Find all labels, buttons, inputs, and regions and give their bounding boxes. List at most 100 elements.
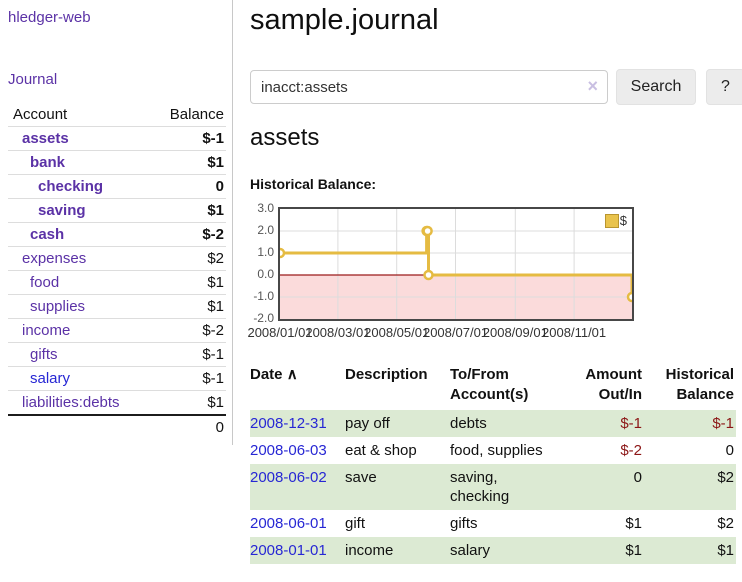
- search-input[interactable]: [250, 70, 608, 104]
- account-name-cell: income: [8, 318, 149, 343]
- y-axis-tick-label: 3.0: [257, 201, 274, 215]
- sidebar: hledger-web Journal Account Balance asse…: [0, 0, 233, 445]
- sidebar-account-link-assets[interactable]: assets: [22, 130, 69, 147]
- sidebar-account-row: income $-2: [8, 318, 226, 343]
- register-row: 2008-01-01 income salary $1 $1: [250, 537, 736, 564]
- sidebar-account-row: supplies $1: [8, 294, 226, 319]
- register-date-cell: 2008-12-31: [250, 410, 345, 437]
- register-row: 2008-06-02 save saving, checking 0 $2: [250, 464, 736, 510]
- sidebar-account-link-bank[interactable]: bank: [30, 154, 66, 171]
- accounts-total-value: 0: [148, 414, 226, 439]
- register-header-accounts: To/From Account(s): [450, 366, 529, 403]
- main-content: sample.journal × Search ? assets Histori…: [247, 0, 742, 582]
- register-accounts-cell: salary: [450, 542, 491, 559]
- sidebar-account-link-expenses[interactable]: expenses: [22, 250, 87, 267]
- x-axis-tick-label: 2008/05/01: [364, 325, 430, 340]
- sidebar-account-balance: $-1: [148, 342, 226, 367]
- accounts-header-account: Account: [8, 103, 149, 127]
- accounts-header-balance: Balance: [148, 103, 226, 127]
- account-name-cell: liabilities:debts: [8, 390, 149, 416]
- x-axis-tick-label: 2008/07/01: [422, 325, 489, 340]
- sidebar-account-link-supplies[interactable]: supplies: [30, 298, 86, 315]
- transaction-date-link[interactable]: 2008-06-01: [250, 515, 327, 532]
- sidebar-account-balance: $1: [148, 198, 226, 223]
- y-axis-tick-label: -1.0: [253, 289, 274, 303]
- register-description-cell: save: [345, 469, 377, 486]
- sidebar-account-balance: $1: [148, 294, 226, 319]
- register-row: 2008-06-03 eat & shop food, supplies $-2 0: [250, 437, 736, 464]
- register-date-cell: 2008-01-01: [250, 537, 345, 564]
- register-row: 2008-06-01 gift gifts $1 $2: [250, 510, 736, 537]
- sidebar-account-row: bank $1: [8, 150, 226, 175]
- register-header-balance: Historical Balance: [665, 366, 734, 403]
- register-accounts-cell: gifts: [450, 515, 478, 532]
- register-accounts-cell: saving, checking: [450, 469, 510, 505]
- account-name-cell: gifts: [8, 342, 149, 367]
- chart-svg: [280, 209, 632, 319]
- sidebar-account-row: checking 0: [8, 174, 226, 199]
- sidebar-account-balance: $1: [148, 390, 226, 416]
- register-date-cell: 2008-06-03: [250, 437, 345, 464]
- register-balance-cell: $2: [717, 515, 734, 532]
- account-heading: assets: [250, 124, 320, 151]
- transaction-date-link[interactable]: 2008-01-01: [250, 542, 327, 559]
- register-amount-cell: $-2: [620, 442, 642, 459]
- chart-plot-area: $: [278, 207, 634, 321]
- accounts-total-spacer: [8, 414, 149, 439]
- x-axis-tick-label: 2008/09/01: [482, 325, 548, 340]
- account-name-cell: supplies: [8, 294, 149, 319]
- register-header-row: Date ∧ Description To/From Account(s) Am…: [250, 364, 736, 410]
- search-input-wrap: ×: [250, 70, 608, 104]
- sidebar-account-row: liabilities:debts $1: [8, 390, 226, 416]
- register-table: Date ∧ Description To/From Account(s) Am…: [250, 364, 736, 564]
- register-header-amount: Amount Out/In: [585, 366, 642, 403]
- sidebar-account-link-gifts[interactable]: gifts: [30, 346, 58, 363]
- accounts-tbody: assets $-1 bank $1 checking 0 saving $1 cash $-2 e…: [8, 126, 226, 416]
- x-axis-tick-label: 2008/11/01: [542, 325, 607, 340]
- register-header-date-label: Date: [250, 366, 283, 383]
- search-button[interactable]: Search: [616, 69, 696, 105]
- sidebar-account-balance: $1: [148, 150, 226, 175]
- sidebar-account-link-food[interactable]: food: [30, 274, 60, 291]
- clear-search-icon[interactable]: ×: [587, 76, 598, 96]
- register-balance-cell: 0: [725, 442, 734, 459]
- x-axis-tick-label: 2008/03/01: [305, 325, 371, 340]
- transaction-date-link[interactable]: 2008-06-02: [250, 469, 327, 486]
- register-balance-cell: $-1: [712, 415, 734, 432]
- brand-link[interactable]: hledger-web: [8, 9, 91, 26]
- sidebar-account-link-income[interactable]: income: [22, 322, 71, 339]
- sidebar-account-row: cash $-2: [8, 222, 226, 247]
- sidebar-account-balance: $-1: [148, 126, 226, 151]
- sidebar-account-balance: $-2: [148, 318, 226, 343]
- nav-journal-link[interactable]: Journal: [8, 71, 58, 88]
- sidebar-account-link-liabilities-debts[interactable]: liabilities:debts: [22, 394, 120, 411]
- register-amount-cell: $1: [625, 515, 642, 532]
- sort-asc-icon: ∧: [286, 366, 298, 383]
- register-description-cell: pay off: [345, 415, 390, 432]
- sidebar-account-link-checking[interactable]: checking: [38, 178, 104, 195]
- chart-title: Historical Balance:: [250, 176, 377, 192]
- sidebar-account-row: gifts $-1: [8, 342, 226, 367]
- chart-legend: $: [602, 212, 629, 229]
- account-name-cell: expenses: [8, 246, 149, 271]
- register-header-date[interactable]: Date ∧: [250, 364, 345, 410]
- transaction-date-link[interactable]: 2008-12-31: [250, 415, 327, 432]
- sidebar-account-link-salary[interactable]: salary: [30, 370, 71, 387]
- sidebar-account-link-cash[interactable]: cash: [30, 226, 65, 243]
- sidebar-account-link-saving[interactable]: saving: [38, 202, 86, 219]
- register-description-cell: eat & shop: [345, 442, 417, 459]
- transaction-date-link[interactable]: 2008-06-03: [250, 442, 327, 459]
- sidebar-account-row: food $1: [8, 270, 226, 295]
- sidebar-account-balance: 0: [148, 174, 226, 199]
- register-header-description: Description: [345, 366, 428, 383]
- account-name-cell: cash: [8, 222, 149, 247]
- help-button[interactable]: ?: [706, 69, 742, 105]
- register-row: 2008-12-31 pay off debts $-1 $-1: [250, 410, 736, 437]
- register-description-cell: income: [345, 542, 394, 559]
- balance-chart: $ 3.0 2.0 1.0 0.0 -1.0 -2.0 2008/01/01 2008/03/…: [247, 198, 690, 348]
- account-name-cell: bank: [8, 150, 149, 175]
- account-name-cell: saving: [8, 198, 149, 223]
- sidebar-account-balance: $1: [148, 270, 226, 295]
- sidebar-account-row: assets $-1: [8, 126, 226, 151]
- sidebar-account-row: saving $1: [8, 198, 226, 223]
